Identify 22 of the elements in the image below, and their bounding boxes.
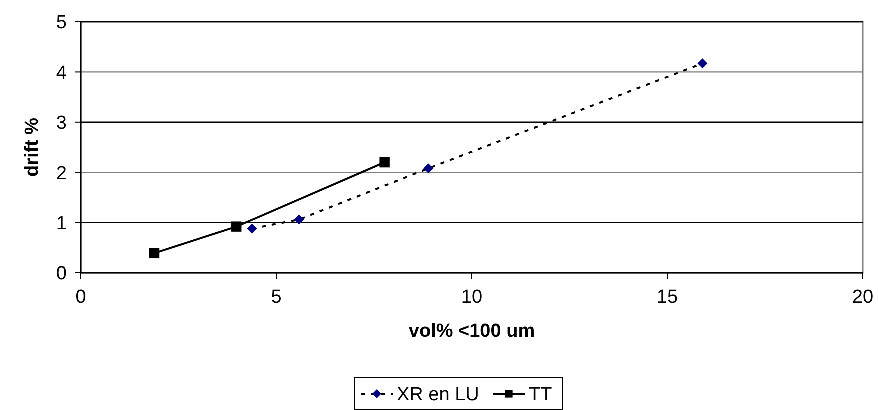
- y-tick-label: 3: [56, 113, 67, 134]
- y-tick-label: 5: [56, 12, 67, 34]
- x-tick-label: 15: [656, 287, 678, 308]
- x-tick-label: 5: [271, 287, 282, 308]
- point: [380, 157, 390, 168]
- y-tick-label: 2: [56, 163, 67, 184]
- y-tick-label: 4: [56, 62, 68, 84]
- y-tick-label: 0: [56, 264, 67, 285]
- legend-label: XR en LU: [397, 384, 480, 406]
- y-tick-label: 1: [56, 213, 67, 234]
- point: [424, 164, 434, 174]
- point: [232, 222, 242, 232]
- y-axis-title: drift %: [22, 118, 43, 178]
- point: [247, 224, 258, 234]
- x-tick-label: 20: [852, 287, 874, 308]
- x-tick-label: 0: [76, 287, 86, 308]
- legend-label: TT: [529, 384, 553, 406]
- point: [149, 248, 160, 259]
- x-tick-label: 10: [461, 287, 483, 308]
- point: [698, 58, 708, 69]
- point: [294, 214, 304, 225]
- x-axis-title: vol% <100 um: [408, 321, 536, 342]
